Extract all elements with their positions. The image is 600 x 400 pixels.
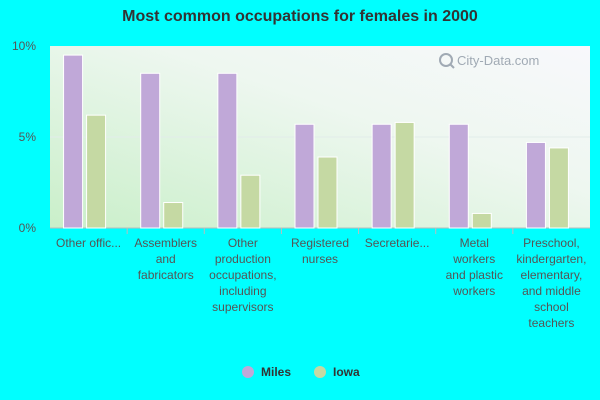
watermark-text: City-Data.com — [457, 53, 539, 68]
legend-label-iowa: Iowa — [333, 365, 360, 379]
y-tick-label: 5% — [19, 130, 37, 144]
bar-miles — [371, 123, 392, 229]
category-label: Other production occupations, including supe… — [209, 236, 276, 314]
category-label: Other offic... — [56, 236, 121, 250]
y-tick-label: 0% — [19, 221, 37, 235]
bar-iowa — [471, 212, 492, 229]
search-icon — [439, 53, 453, 67]
category-label: Preschool, kindergarten, elementary, and mi… — [516, 236, 586, 330]
bar-miles — [140, 72, 161, 229]
legend-swatch-miles — [242, 366, 254, 378]
chart-title: Most common occupations for females in 2… — [122, 8, 478, 25]
watermark: City-Data.com — [439, 53, 539, 69]
bar-miles — [525, 141, 546, 229]
bar-iowa — [317, 156, 338, 229]
y-tick-label: 10% — [12, 39, 36, 53]
bar-miles — [448, 123, 469, 229]
category-label: Secretarie... — [365, 236, 430, 250]
category-label: Metal workers and plastic workers — [446, 236, 503, 298]
legend-label-miles: Miles — [261, 365, 291, 379]
bar-iowa — [163, 202, 184, 229]
legend-swatch-iowa — [314, 366, 326, 378]
bar-miles — [63, 54, 84, 229]
bar-iowa — [394, 121, 415, 229]
category-label: Assemblers and fabricators — [134, 236, 197, 282]
bar-iowa — [548, 147, 569, 229]
search-icon-handle — [449, 63, 455, 69]
category-label: Registered nurses — [291, 236, 349, 266]
bar-iowa — [240, 174, 261, 229]
bar-miles — [217, 72, 238, 229]
bar-miles — [294, 123, 315, 229]
bar-iowa — [86, 114, 107, 229]
